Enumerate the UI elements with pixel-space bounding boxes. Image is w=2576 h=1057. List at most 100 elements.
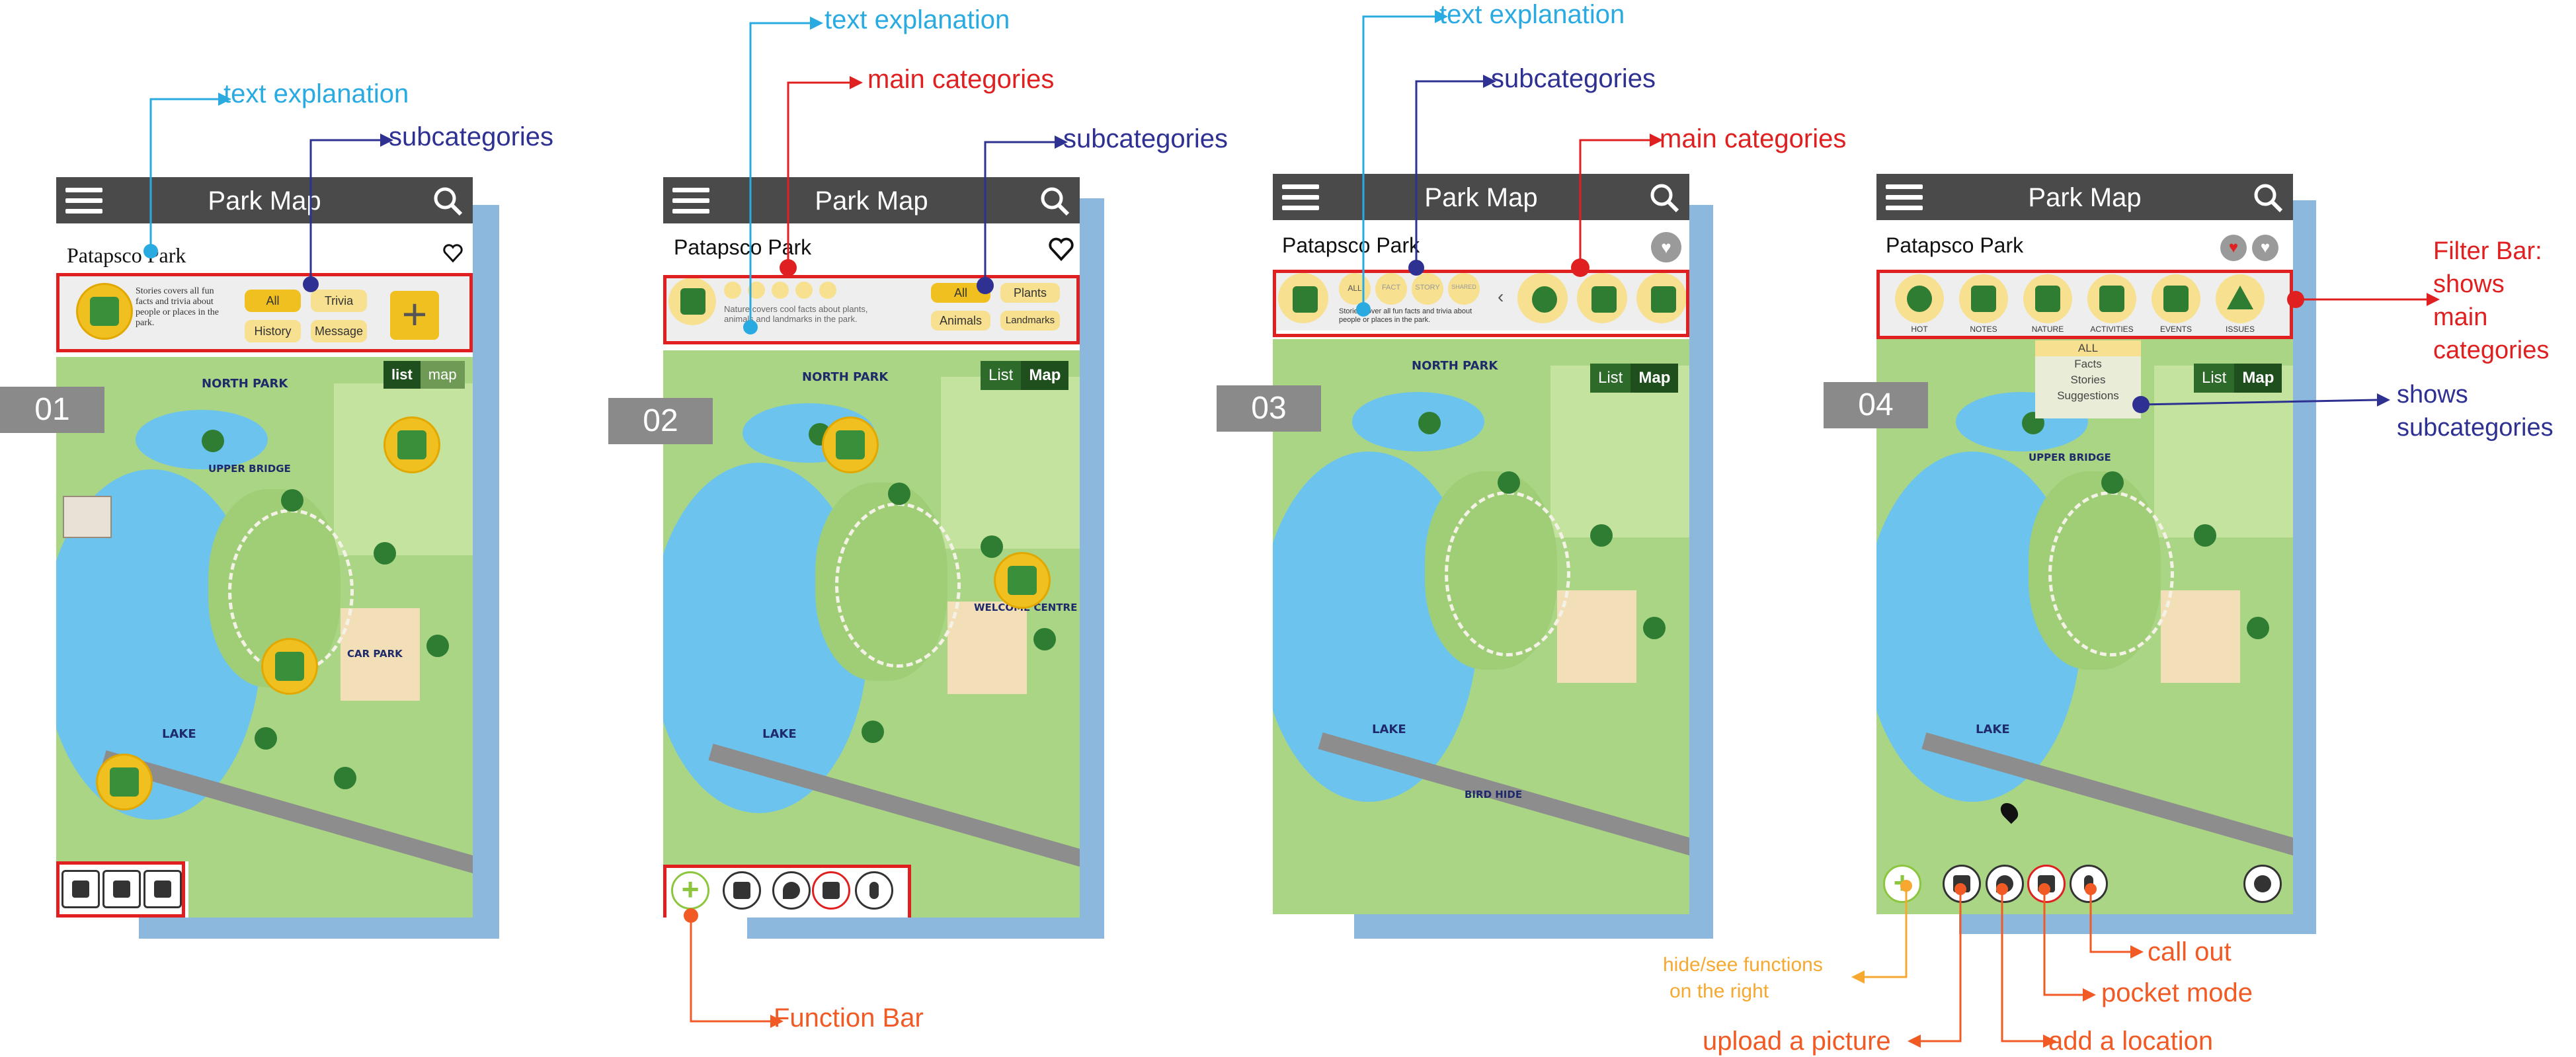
screen-04-phone: Park Map Patapsco Park ♥ ♥ HOT NOTES NAT… xyxy=(1876,174,2293,914)
memo-icon[interactable] xyxy=(102,870,141,908)
chip-trivia[interactable]: Trivia xyxy=(311,290,367,312)
photo-icon[interactable] xyxy=(61,870,100,908)
annotation-hide-see-functions: hide/see functions on the right xyxy=(1663,954,1823,1002)
chip-landmarks[interactable]: Landmarks xyxy=(1000,311,1060,331)
megaphone-icon[interactable] xyxy=(143,870,182,908)
tree xyxy=(862,721,884,743)
search-icon[interactable] xyxy=(1039,185,1070,217)
nature-pin[interactable] xyxy=(822,416,879,473)
search-icon[interactable] xyxy=(432,185,463,217)
car-park-area xyxy=(947,602,1027,694)
nature-pin[interactable] xyxy=(994,552,1051,609)
tree xyxy=(2247,617,2269,639)
map-tab[interactable]: map xyxy=(420,361,465,389)
label-lake: LAKE xyxy=(762,727,797,741)
tree xyxy=(888,483,910,505)
dropdown-all[interactable]: ALL xyxy=(2035,340,2141,356)
list-tab[interactable]: List xyxy=(981,361,1022,390)
car-park-area xyxy=(1557,590,1636,683)
menu-icon[interactable] xyxy=(1282,184,1319,211)
list-tab[interactable]: List xyxy=(1590,364,1631,393)
chip-story[interactable]: STORY xyxy=(1412,273,1443,305)
open-lawn xyxy=(2154,366,2293,537)
chip-fact[interactable]: FACT xyxy=(1375,273,1407,305)
activities-category-icon[interactable] xyxy=(1636,273,1687,323)
dropdown-facts[interactable]: Facts xyxy=(2074,358,2102,370)
annotation-upload-picture: upload a picture xyxy=(1703,1027,1891,1056)
tree xyxy=(2101,471,2124,494)
heart-icon[interactable]: ♥ xyxy=(2252,235,2278,261)
map-tab[interactable]: Map xyxy=(1021,361,1069,390)
list-map-toggle[interactable]: List Map xyxy=(1590,364,1679,393)
notes-category-icon[interactable] xyxy=(1278,273,1328,323)
chip-plants[interactable]: Plants xyxy=(1000,283,1060,303)
running-icon[interactable] xyxy=(772,282,789,299)
menu-icon[interactable] xyxy=(1886,184,1923,211)
top-bar: Park Map xyxy=(1876,174,2293,220)
chip-all[interactable]: All xyxy=(245,290,301,312)
pocket-mode-icon[interactable] xyxy=(812,871,850,910)
app-title: Park Map xyxy=(815,186,928,215)
tree xyxy=(1033,628,1056,650)
mini-category-icons xyxy=(724,282,856,301)
map-tab[interactable]: Map xyxy=(2234,364,2282,393)
park-map: NORTH PARK LAKE WELCOME CENTRE xyxy=(663,350,1080,918)
events-category-icon[interactable] xyxy=(2152,274,2200,323)
list-map-toggle[interactable]: List Map xyxy=(981,361,1069,390)
locate-me-icon[interactable] xyxy=(2243,865,2282,903)
dropdown-stories[interactable]: Stories xyxy=(2070,373,2106,386)
chip-animals[interactable]: Animals xyxy=(931,311,990,331)
warning-icon[interactable] xyxy=(819,282,836,299)
nature-category-icon[interactable] xyxy=(1577,273,1627,323)
add-location-icon[interactable] xyxy=(772,871,811,910)
search-icon[interactable] xyxy=(1648,182,1680,214)
hot-category-icon[interactable] xyxy=(1517,273,1568,323)
menu-icon[interactable] xyxy=(65,188,102,214)
map-tab[interactable]: Map xyxy=(1630,364,1679,393)
nature-category-icon[interactable] xyxy=(2023,274,2072,323)
tree xyxy=(1643,617,1666,639)
park-name: Patapsco Park xyxy=(1282,233,1420,257)
book-pin[interactable] xyxy=(96,754,153,810)
heart-icon[interactable] xyxy=(1049,237,1074,262)
book-pin[interactable] xyxy=(261,638,318,695)
heart-icon[interactable] xyxy=(443,243,463,263)
upload-picture-icon[interactable] xyxy=(723,871,761,910)
menu-icon[interactable] xyxy=(672,188,709,214)
annotation-call-out: call out xyxy=(2148,937,2232,966)
issues-category-icon[interactable] xyxy=(2216,274,2265,323)
plus-icon[interactable]: + xyxy=(390,291,439,340)
open-lawn xyxy=(1550,366,1689,537)
book-pin[interactable] xyxy=(383,416,440,473)
highlight-category-panel xyxy=(1273,270,1689,337)
list-map-toggle[interactable]: List Map xyxy=(2194,364,2282,393)
chip-all[interactable]: ALL xyxy=(1339,273,1371,305)
nature-category-icon[interactable] xyxy=(668,278,716,325)
notes-label: NOTES xyxy=(1970,325,1997,334)
screen-01-phone: Park Map Patapsco Park Stories covers al… xyxy=(56,177,473,918)
heart-icon[interactable]: ♥ xyxy=(1651,232,1681,262)
calendar-icon[interactable] xyxy=(795,282,813,299)
search-icon[interactable] xyxy=(2252,182,2284,214)
park-name: Patapsco Park xyxy=(1886,233,2024,257)
activities-category-icon[interactable] xyxy=(2087,274,2136,323)
book-icon[interactable] xyxy=(76,283,133,340)
dropdown-suggestions[interactable]: Suggestions xyxy=(2057,389,2119,402)
hot-category-icon[interactable] xyxy=(1895,274,1944,323)
microphone-icon[interactable] xyxy=(855,871,893,910)
annotation-text-explanation: text explanation xyxy=(825,5,1010,34)
chip-message[interactable]: Message xyxy=(311,320,367,342)
chip-history[interactable]: History xyxy=(245,320,301,342)
hot-label: HOT xyxy=(1911,325,1928,334)
screen-02-phone: Park Map Patapsco Park Nature covers coo… xyxy=(663,177,1080,918)
notes-category-icon[interactable] xyxy=(1959,274,2008,323)
list-map-toggle[interactable]: list map xyxy=(383,361,465,389)
favorite-icon[interactable]: ♥ xyxy=(2220,235,2247,261)
chevron-left-icon[interactable]: ‹ xyxy=(1498,286,1504,307)
star-icon[interactable] xyxy=(724,282,741,299)
chip-shared[interactable]: SHARED xyxy=(1448,273,1480,305)
label-lake: LAKE xyxy=(1372,723,1406,736)
list-tab[interactable]: list xyxy=(383,361,421,389)
tree xyxy=(1590,524,1613,547)
list-tab[interactable]: List xyxy=(2194,364,2235,393)
